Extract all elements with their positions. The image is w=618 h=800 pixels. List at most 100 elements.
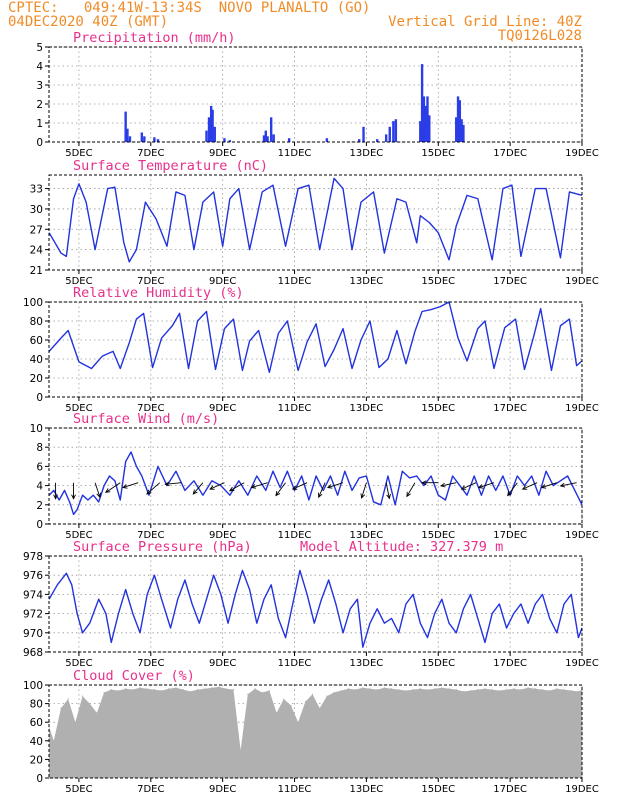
x-tick-label: 5DEC [65, 403, 92, 414]
wind-arrow-shaft [361, 482, 367, 499]
panel-4: 968 970 972 974 976 978 5DEC 7DEC 9DEC 11DEC 13DEC… [23, 539, 599, 669]
cloud-point [419, 688, 421, 690]
wind-arrow [71, 482, 76, 500]
cloud-point [96, 712, 98, 714]
y-tick-label: 100 [23, 680, 43, 692]
panel-title: Surface Pressure (hPa) [73, 539, 252, 555]
precip-bar [126, 128, 129, 142]
chart-header: CPTEC: 049:41W-13:34S NOVO PLANALTO (GO)… [0, 0, 618, 44]
precip-bar [358, 139, 361, 142]
y-tick-label: 0 [36, 773, 43, 785]
cloud-point [347, 688, 350, 690]
precip-bar [428, 115, 431, 142]
y-tick-label: 970 [23, 628, 43, 640]
wind-arrow-head [209, 485, 215, 490]
x-tick-label: 15DEC [421, 530, 455, 541]
x-tick-label: 9DEC [209, 658, 236, 669]
wind-arrow [440, 482, 457, 488]
wind-arrow-shaft [165, 482, 182, 485]
precip-bar [287, 138, 291, 142]
wind-arrow-shaft [385, 482, 390, 499]
x-tick-label: 5DEC [65, 784, 92, 795]
wind-arrow [209, 482, 225, 490]
x-tick-label: 5DEC [65, 658, 92, 669]
cloud-point [247, 693, 249, 695]
cloud-point [204, 688, 206, 690]
y-tick-label: 21 [30, 265, 43, 277]
x-tick-label: 19DEC [565, 530, 599, 541]
precip-bar [456, 96, 460, 142]
precip-bar [424, 105, 427, 142]
x-tick-label: 11DEC [278, 784, 312, 795]
cloud-point [139, 687, 141, 689]
precip-bar [362, 126, 365, 142]
cloud-point [556, 688, 558, 690]
series-line [48, 301, 583, 373]
precip-bar [419, 121, 422, 142]
cloud-point [362, 687, 364, 689]
precip-bar [124, 111, 127, 142]
x-tick-label: 13DEC [350, 530, 384, 541]
precip-bar [462, 124, 465, 142]
wind-arrow [228, 482, 245, 492]
cloud-point [405, 689, 407, 692]
y-tick-label: 6 [36, 461, 43, 473]
wind-arrow-head [146, 489, 152, 495]
x-tick-label: 13DEC [350, 276, 384, 287]
x-tick-label: 9DEC [209, 530, 236, 541]
y-tick-label: 4 [36, 61, 43, 73]
wind-arrow-head [104, 488, 111, 493]
cloud-point [505, 689, 508, 691]
wind-arrow-head [326, 484, 333, 489]
cloud-point [448, 688, 450, 690]
wind-arrow-shaft [318, 482, 326, 498]
precip-bar [264, 130, 267, 142]
cloud-point [434, 688, 436, 690]
cloud-point [498, 689, 500, 692]
y-tick-label: 40 [30, 354, 43, 366]
wind-arrow-shaft [105, 482, 121, 493]
wind-arrow [94, 482, 101, 499]
wind-arrow-head [275, 491, 281, 497]
x-tick-label: 13DEC [350, 148, 384, 159]
panel-frame [48, 555, 583, 653]
y-tick-label: 972 [23, 609, 43, 621]
panel-5: 0 20 40 60 80 100 5DEC 7DEC 9DEC 11DEC 13DEC 15DEC 1… [23, 668, 599, 795]
wind-arrow-head [71, 494, 76, 500]
cloud-point [67, 698, 69, 700]
y-tick-label: 0 [36, 519, 43, 531]
x-tick-label: 17DEC [493, 276, 527, 287]
x-tick-label: 7DEC [137, 658, 164, 669]
wind-arrow-shaft [209, 482, 225, 490]
wind-arrow [360, 482, 367, 499]
x-tick-label: 17DEC [493, 784, 527, 795]
wind-arrow [460, 482, 477, 490]
panel-3: 0 2 4 6 8 10 5DEC 7DEC 9DEC 11DEC 13DEC 15DEC 17DEC 1… [30, 411, 599, 541]
cloud-point [153, 689, 155, 691]
y-tick-label: 8 [36, 442, 43, 454]
wind-arrow-shaft [251, 482, 268, 488]
wind-arrow-head [460, 485, 467, 490]
wind-arrow-shaft [478, 482, 495, 488]
cloud-point [398, 689, 400, 691]
cloud-point [268, 689, 270, 692]
cloud-point [297, 721, 299, 723]
cloud-point [577, 690, 580, 693]
wind-arrow-head [360, 493, 366, 499]
x-tick-label: 19DEC [565, 658, 599, 669]
wind-arrow [164, 481, 182, 487]
wind-arrow [250, 482, 268, 489]
precip-bar [207, 117, 211, 142]
y-tick-label: 33 [30, 184, 43, 196]
wind-arrow-head [386, 493, 391, 500]
cloud-area [49, 686, 583, 778]
precip-bar [213, 126, 216, 142]
x-tick-label: 13DEC [350, 784, 384, 795]
x-tick-label: 9DEC [209, 403, 236, 414]
wind-arrow-head [521, 485, 528, 490]
precip-bar [420, 64, 424, 142]
wind-arrow-shaft [122, 482, 139, 488]
wind-arrow-shaft [192, 482, 204, 495]
y-tick-label: 4 [36, 481, 43, 493]
